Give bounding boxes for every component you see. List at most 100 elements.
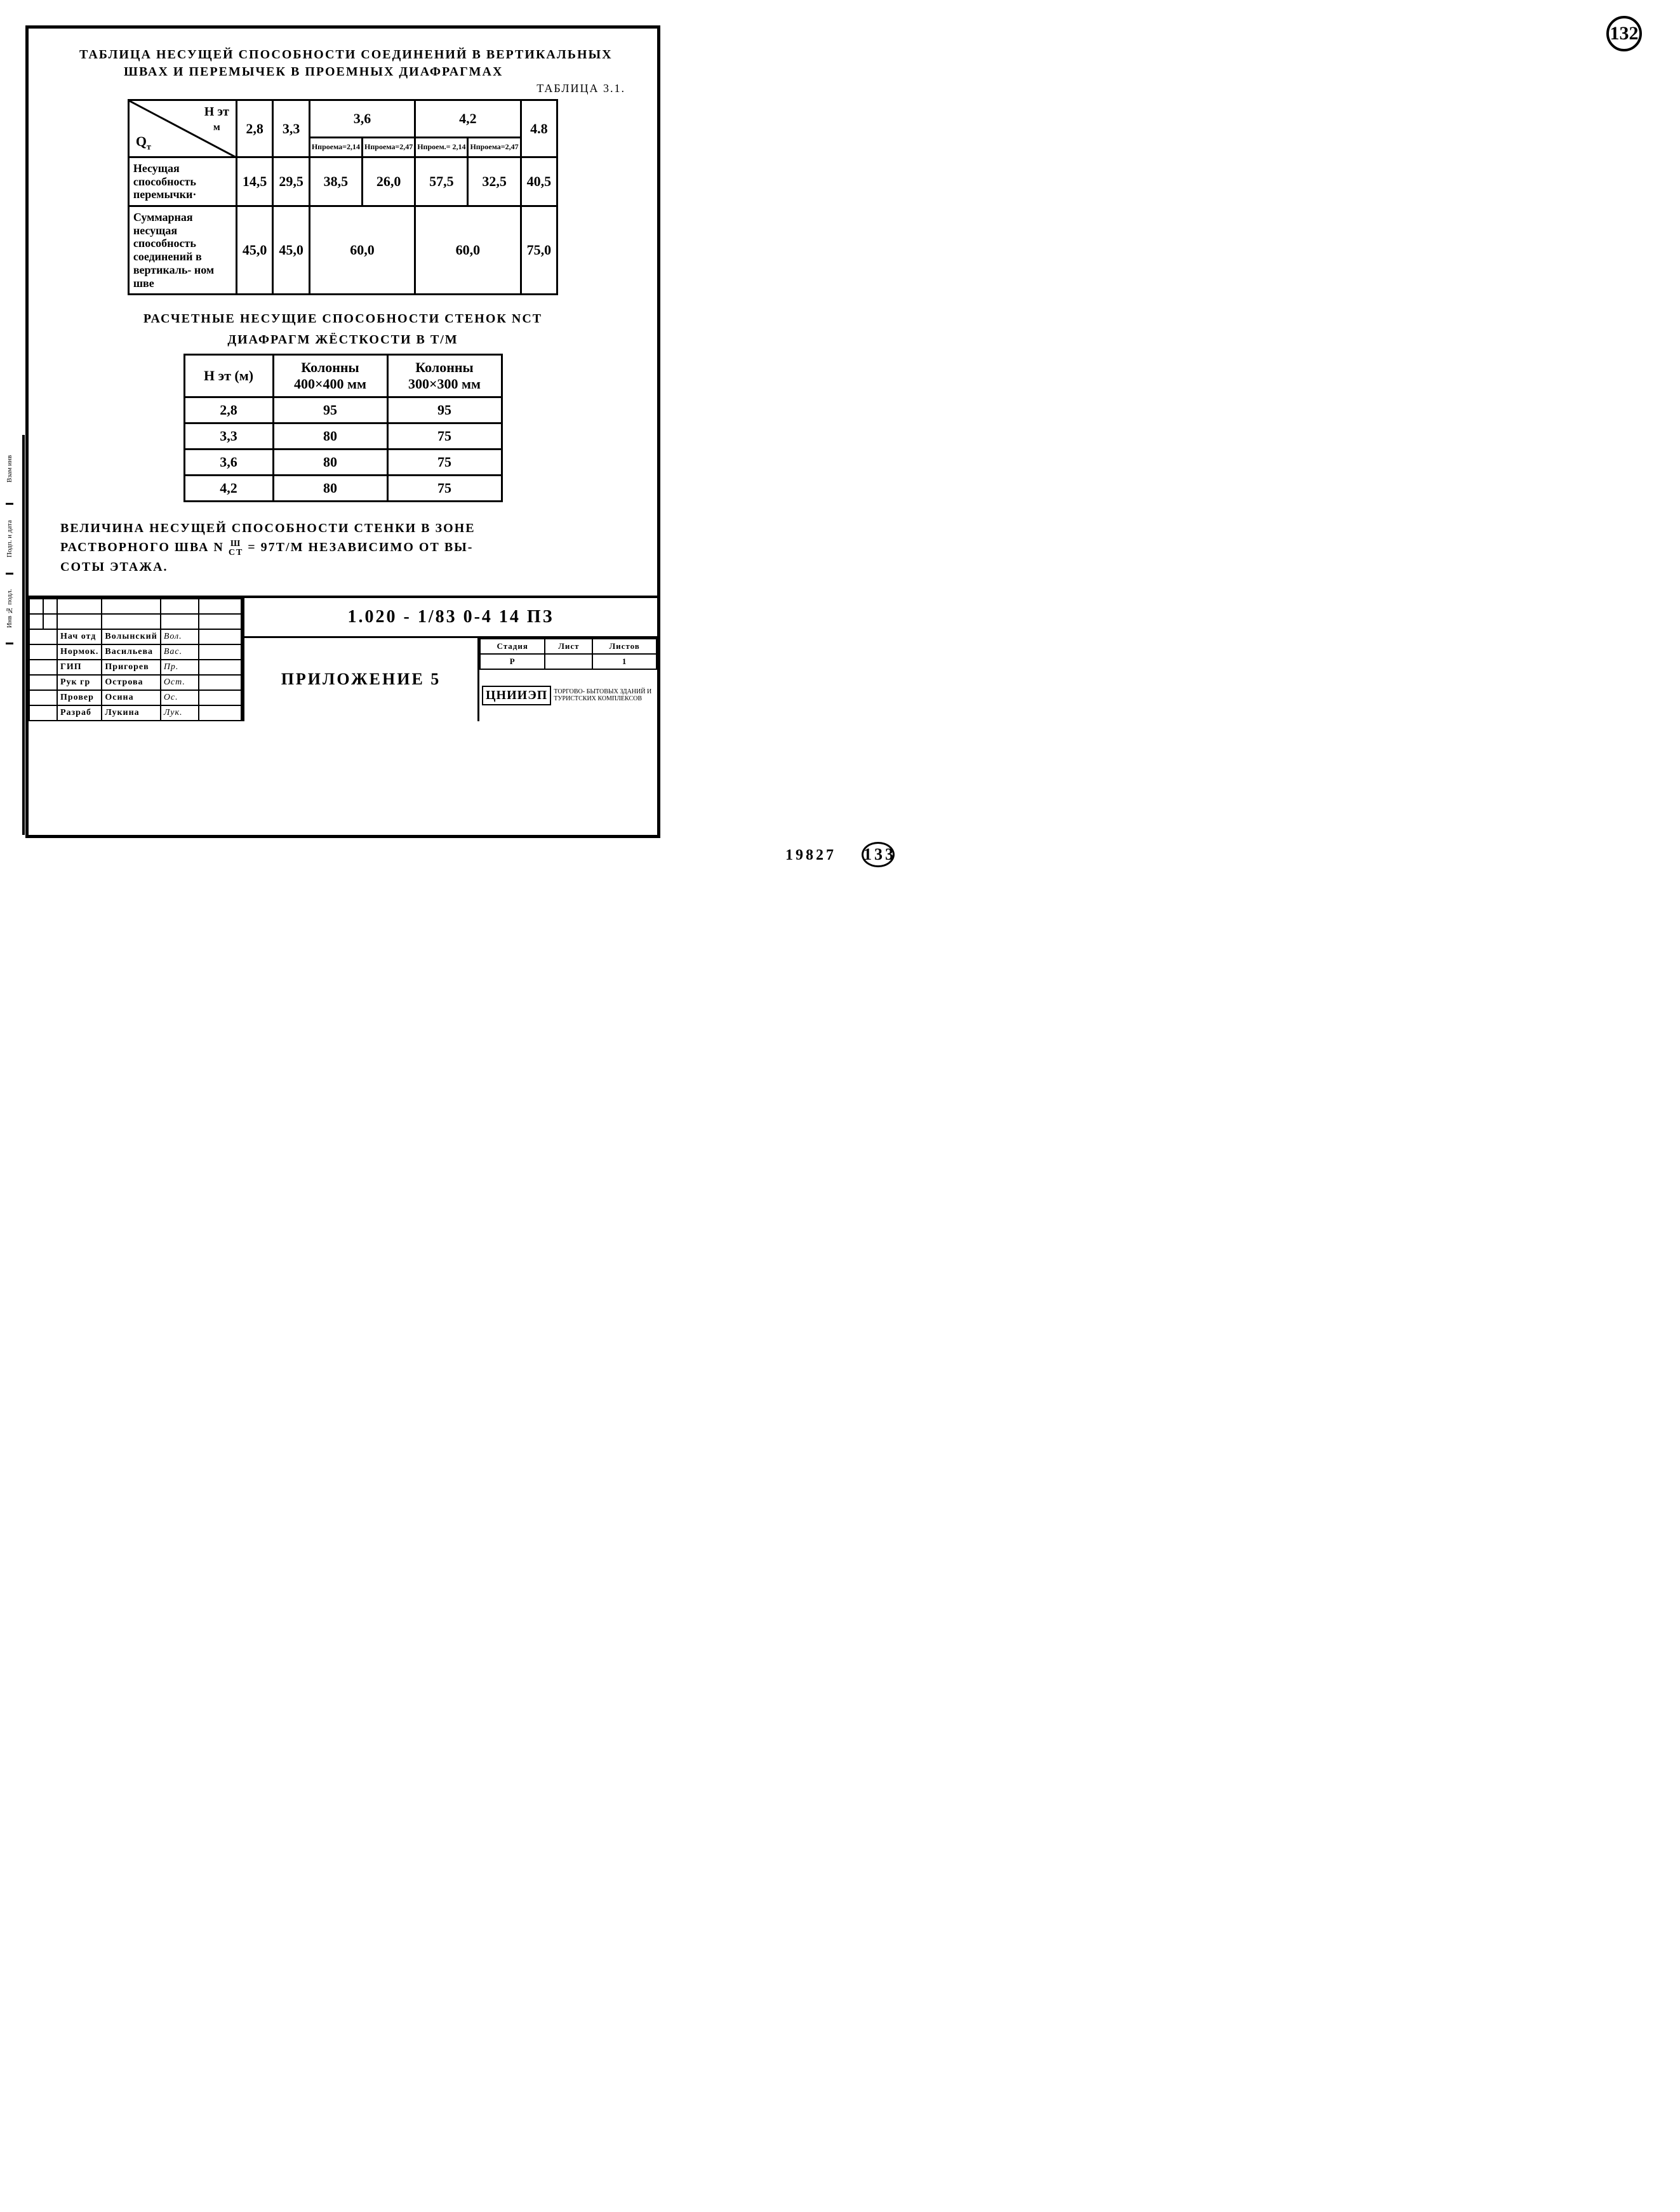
title-block-left: Нач отдВолынскийВол. Нормок.ВасильеваВас…	[29, 598, 244, 721]
subcol-42a: Нпроем.= 2,14	[415, 137, 468, 157]
note-fraction: шст	[229, 540, 243, 557]
margin-cell: Инв № подл.	[6, 575, 13, 644]
binding-margin: Взам инв Подп. и дата Инв № подл.	[6, 435, 25, 835]
sig-2: Пр.	[161, 660, 199, 675]
r1c5: 57,5	[415, 157, 468, 206]
role-1: Нормок.	[57, 644, 102, 660]
main-title-line2: швах и перемычек в проемных диафрагмах	[124, 65, 638, 79]
page-number-top: 132	[1606, 16, 1642, 51]
t2r2c3: 75	[387, 423, 502, 450]
h-stage: Стадия	[480, 639, 545, 654]
t2r4c2: 80	[273, 476, 387, 502]
t2r2c1: 3,3	[184, 423, 273, 450]
v-sheets: 1	[592, 654, 657, 669]
diag-unit: м	[213, 122, 220, 133]
footer: 19827 133	[25, 842, 1655, 867]
v-stage: Р	[480, 654, 545, 669]
t2-h3: Колонны 300×300 мм	[387, 355, 502, 397]
r1c7: 40,5	[521, 157, 557, 206]
name-3: Острова	[102, 675, 160, 690]
diag-bot: Q	[136, 133, 147, 149]
row1-label: Несущая способность перемычки·	[128, 157, 236, 206]
diagonal-header: Н эт м Qт	[128, 100, 236, 157]
role-3: Рук гр	[57, 675, 102, 690]
r1c2: 29,5	[273, 157, 310, 206]
title-block-right: 1.020 - 1/83 0-4 14 ПЗ Приложение 5 Стад…	[244, 598, 657, 721]
subtitle-l2: диафрагм жёсткости в т/м	[73, 333, 613, 347]
name-1: Васильева	[102, 644, 160, 660]
page-number-bottom: 133	[862, 842, 895, 867]
drawing-frame: Взам инв Подп. и дата Инв № подл. Таблиц…	[25, 25, 660, 838]
document-number: 1.020 - 1/83 0-4 14 ПЗ	[244, 598, 657, 638]
row2-label: Суммарная несущая способность соединений…	[128, 206, 236, 295]
frac-top: ш	[229, 540, 243, 549]
r1c1: 14,5	[236, 157, 273, 206]
col-group-4-2: 4,2	[415, 100, 521, 138]
t2r4c1: 4,2	[184, 476, 273, 502]
note-l3: соты этажа.	[60, 560, 168, 574]
h-sheets: Листов	[592, 639, 657, 654]
subcol-36a: Нпроема=2,14	[309, 137, 362, 157]
v-sheet	[545, 654, 592, 669]
org-logo: ЦНИИЭП	[482, 686, 551, 705]
t2r3c1: 3,6	[184, 450, 273, 476]
col-2-8: 2,8	[236, 100, 273, 157]
name-4: Осина	[102, 690, 160, 705]
subtitle-l1: Расчетные несущие способности стенок Nст	[73, 312, 613, 326]
title-block-meta: СтадияЛистЛистов Р 1 ЦНИИЭП торгово- быто…	[479, 638, 657, 721]
subcol-36b: Нпроема=2,47	[363, 137, 415, 157]
margin-cell: Взам инв	[6, 435, 13, 505]
t2r1c3: 95	[387, 397, 502, 423]
organization: ЦНИИЭП торгово- бытовых зданий и туристс…	[479, 670, 657, 721]
r2c1: 45,0	[236, 206, 273, 295]
t2r3c3: 75	[387, 450, 502, 476]
frac-bot: ст	[229, 549, 243, 557]
name-0: Волынский	[102, 629, 160, 644]
sig-1: Вас.	[161, 644, 199, 660]
document-name: Приложение 5	[244, 638, 479, 721]
t2-h2: Колонны 400×400 мм	[273, 355, 387, 397]
table-3-1: Н эт м Qт 2,8 3,3 3,6 4,2 4.8 Нпроема=2,1…	[128, 99, 558, 295]
margin-cell: Подп. и дата	[6, 505, 13, 575]
r1c4: 26,0	[363, 157, 415, 206]
h-sheet: Лист	[545, 639, 592, 654]
t2r1c1: 2,8	[184, 397, 273, 423]
col-group-3-6: 3,6	[309, 100, 415, 138]
note-l2b: = 97т/м независимо от вы-	[248, 540, 473, 554]
role-4: Провер	[57, 690, 102, 705]
r1c6: 32,5	[468, 157, 521, 206]
r2c3: 60,0	[309, 206, 415, 295]
sig-5: Лук.	[161, 705, 199, 721]
r2c2: 45,0	[273, 206, 310, 295]
diag-top: Н эт	[204, 105, 229, 119]
t2r4c3: 75	[387, 476, 502, 502]
diag-sub: т	[147, 142, 151, 152]
table-number-label: Таблица 3.1.	[48, 82, 625, 95]
main-title-line1: Таблица несущей способности соединений в…	[79, 48, 638, 62]
sig-4: Ос.	[161, 690, 199, 705]
name-2: Пригорев	[102, 660, 160, 675]
r2c5: 75,0	[521, 206, 557, 295]
t2-h1: Н эт (м)	[184, 355, 273, 397]
t2r1c2: 95	[273, 397, 387, 423]
t2r3c2: 80	[273, 450, 387, 476]
note-l1: Величина несущей способности стенки в зо…	[60, 521, 476, 535]
t2r2c2: 80	[273, 423, 387, 450]
role-5: Разраб	[57, 705, 102, 721]
org-text: торгово- бытовых зданий и туристских ком…	[554, 688, 655, 702]
role-0: Нач отд	[57, 629, 102, 644]
name-5: Лукина	[102, 705, 160, 721]
r2c4: 60,0	[415, 206, 521, 295]
role-2: ГИП	[57, 660, 102, 675]
table-2: Н эт (м) Колонны 400×400 мм Колонны 300×…	[183, 354, 503, 502]
col-3-3: 3,3	[273, 100, 310, 157]
col-4-8: 4.8	[521, 100, 557, 157]
note-text: Величина несущей способности стенки в зо…	[60, 519, 625, 576]
note-l2a: растворного шва N	[60, 540, 224, 554]
footer-number: 19827	[785, 847, 836, 863]
sig-3: Ост.	[161, 675, 199, 690]
sig-0: Вол.	[161, 629, 199, 644]
subcol-42b: Нпроема=2,47	[468, 137, 521, 157]
r1c3: 38,5	[309, 157, 362, 206]
title-block: Нач отдВолынскийВол. Нормок.ВасильеваВас…	[29, 596, 657, 721]
